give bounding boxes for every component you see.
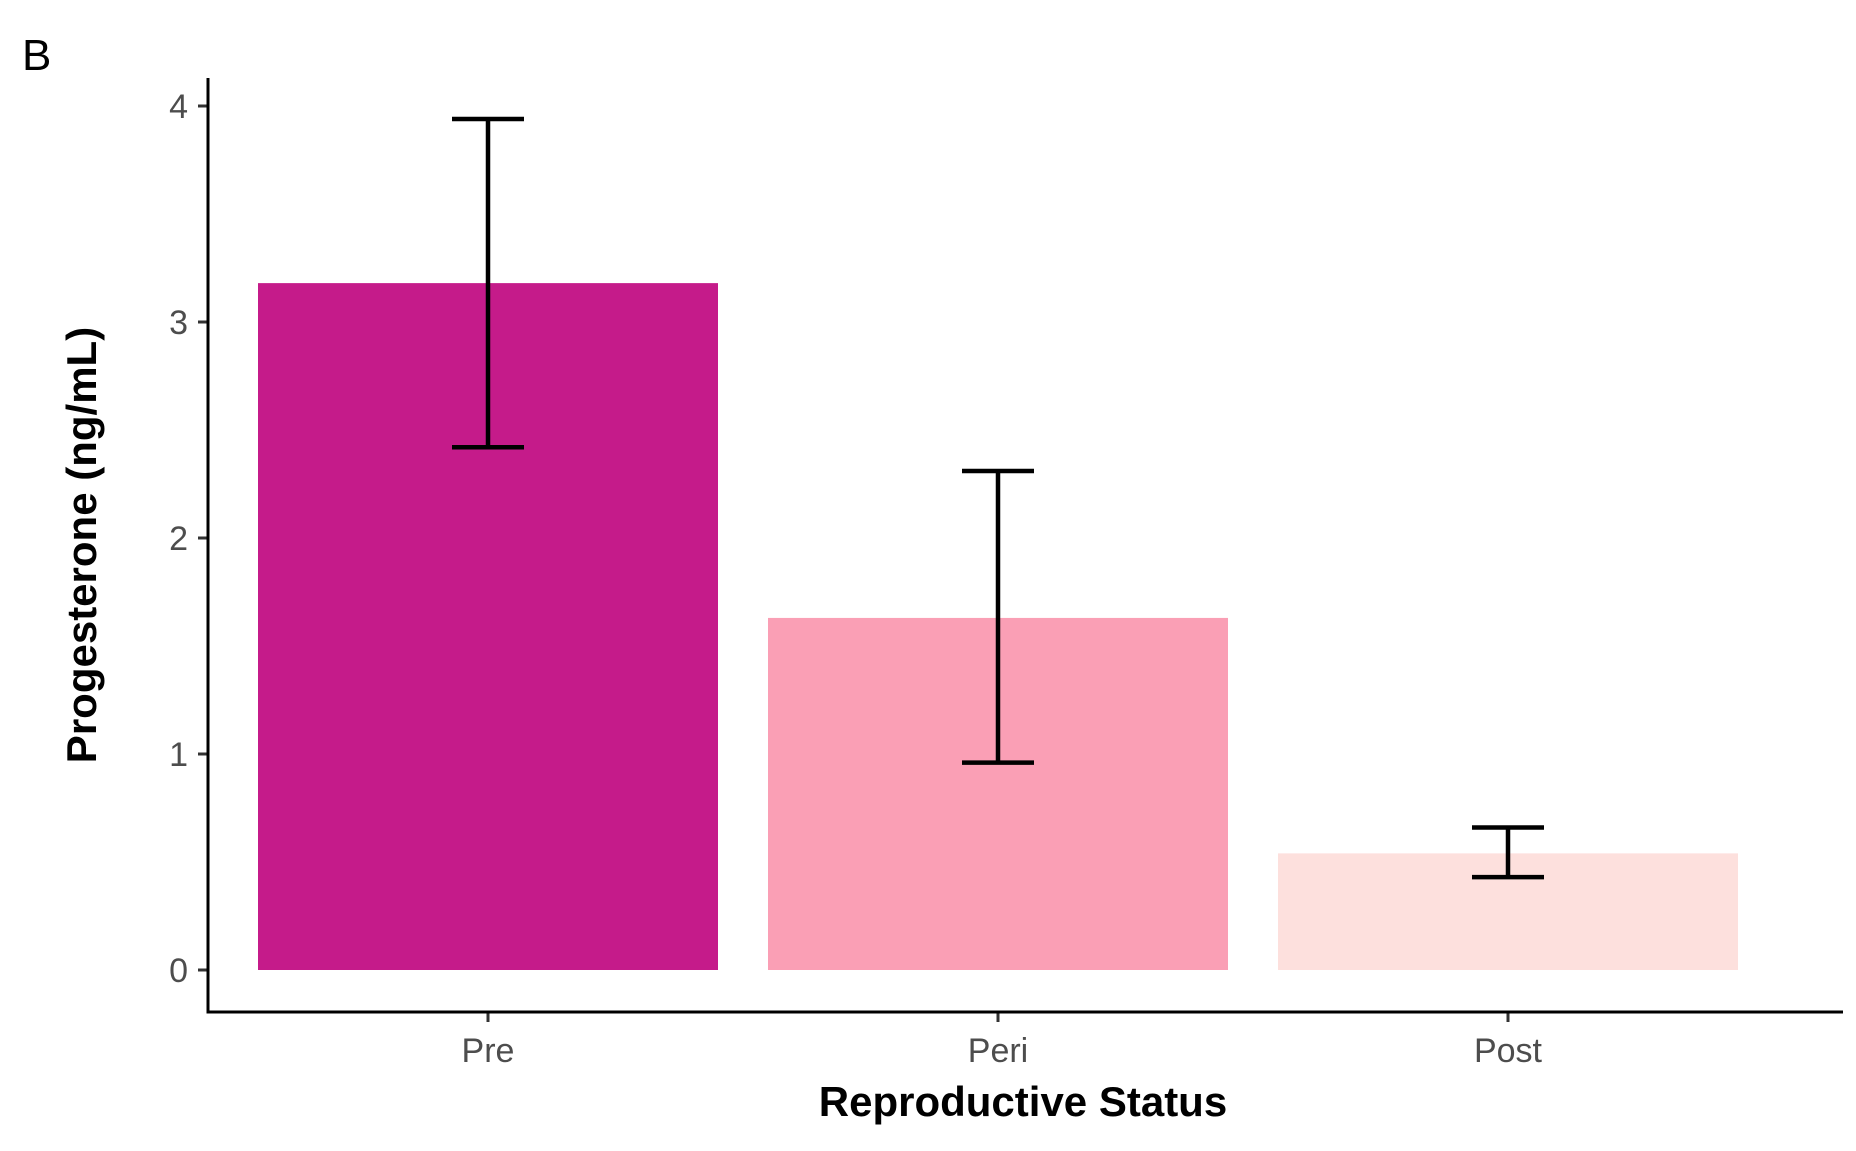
x-tick-label-pre: Pre [462,1032,515,1070]
y-tick-label-0: 0 [169,952,188,990]
error-bar-peri [962,468,1034,765]
y-tick-label-2: 2 [169,520,188,558]
panel-label: B [22,31,51,80]
y-axis-title: Progesterone (ng/mL) [58,327,105,763]
x-axis-title: Reproductive Status [819,1078,1227,1125]
error-bar-pre [452,116,524,450]
y-tick-label-3: 3 [169,304,188,342]
x-tick-label-peri: Peri [968,1032,1028,1070]
error-bars-layer [452,116,1544,880]
error-bar-post [1472,825,1544,880]
y-tick-label-4: 4 [169,88,188,126]
axes-layer: Pre Peri Post 0 1 2 3 4 [169,78,1843,1070]
y-tick-label-1: 1 [169,736,188,774]
x-tick-label-post: Post [1474,1032,1543,1070]
